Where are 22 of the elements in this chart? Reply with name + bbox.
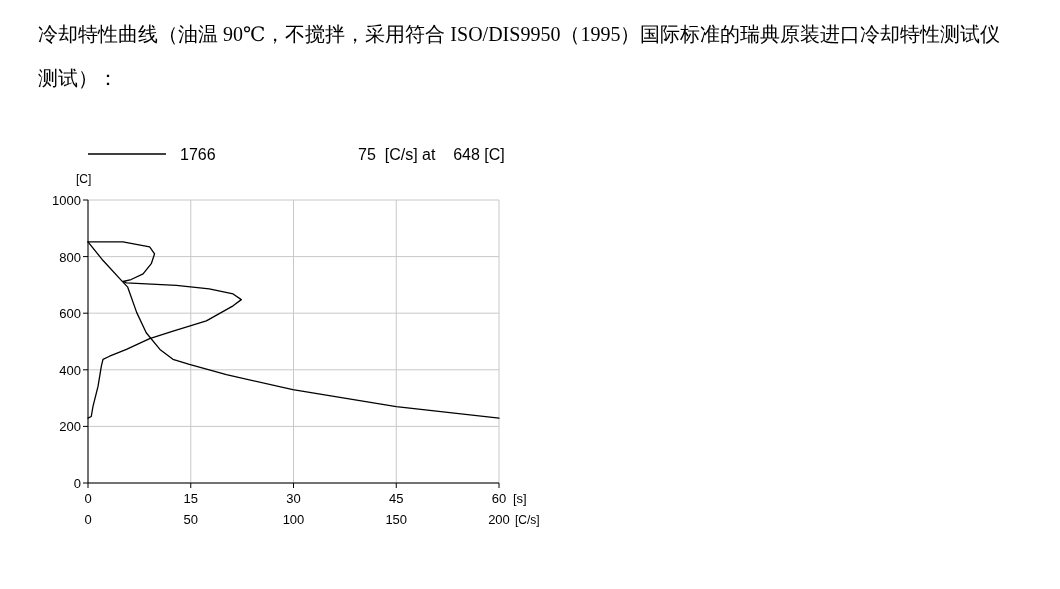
x-tick-label: 60 [491, 491, 507, 506]
x2-tick-label: 50 [183, 512, 198, 527]
x-tick-label: 30 [286, 491, 301, 506]
y-tick-label: 400 [59, 362, 81, 378]
x-tick-label: 15 [183, 491, 198, 506]
x2-tick-label: 200 [488, 512, 510, 527]
text: 75 [C/s] at 648 [C] [358, 146, 505, 163]
x2-tick-label: 150 [385, 512, 408, 527]
y-tick-label: 800 [59, 249, 81, 265]
y-tick-label: 1000 [52, 193, 81, 208]
x-tick-label: 0 [84, 491, 92, 506]
x2-axis-title: [C/s] [515, 513, 540, 527]
x2-tick-label: 100 [282, 512, 305, 527]
y-tick-label: 600 [59, 306, 81, 322]
y-tick-label: 200 [59, 419, 81, 435]
y-axis-title: [C] [76, 172, 92, 186]
x-tick-label: 45 [389, 491, 404, 506]
x-axis-title: [s] [513, 491, 527, 506]
chart-title: 冷却特性曲线（油温 90℃，不搅拌，采用符合 ISO/DIS9950（1995）国际标准的瑞典原装进口冷却特性测试仪测试）： [38, 22, 1002, 91]
y-tick-label: 0 [73, 476, 81, 491]
legend-label: 1766 [180, 146, 216, 163]
x2-tick-label: 0 [84, 512, 92, 527]
